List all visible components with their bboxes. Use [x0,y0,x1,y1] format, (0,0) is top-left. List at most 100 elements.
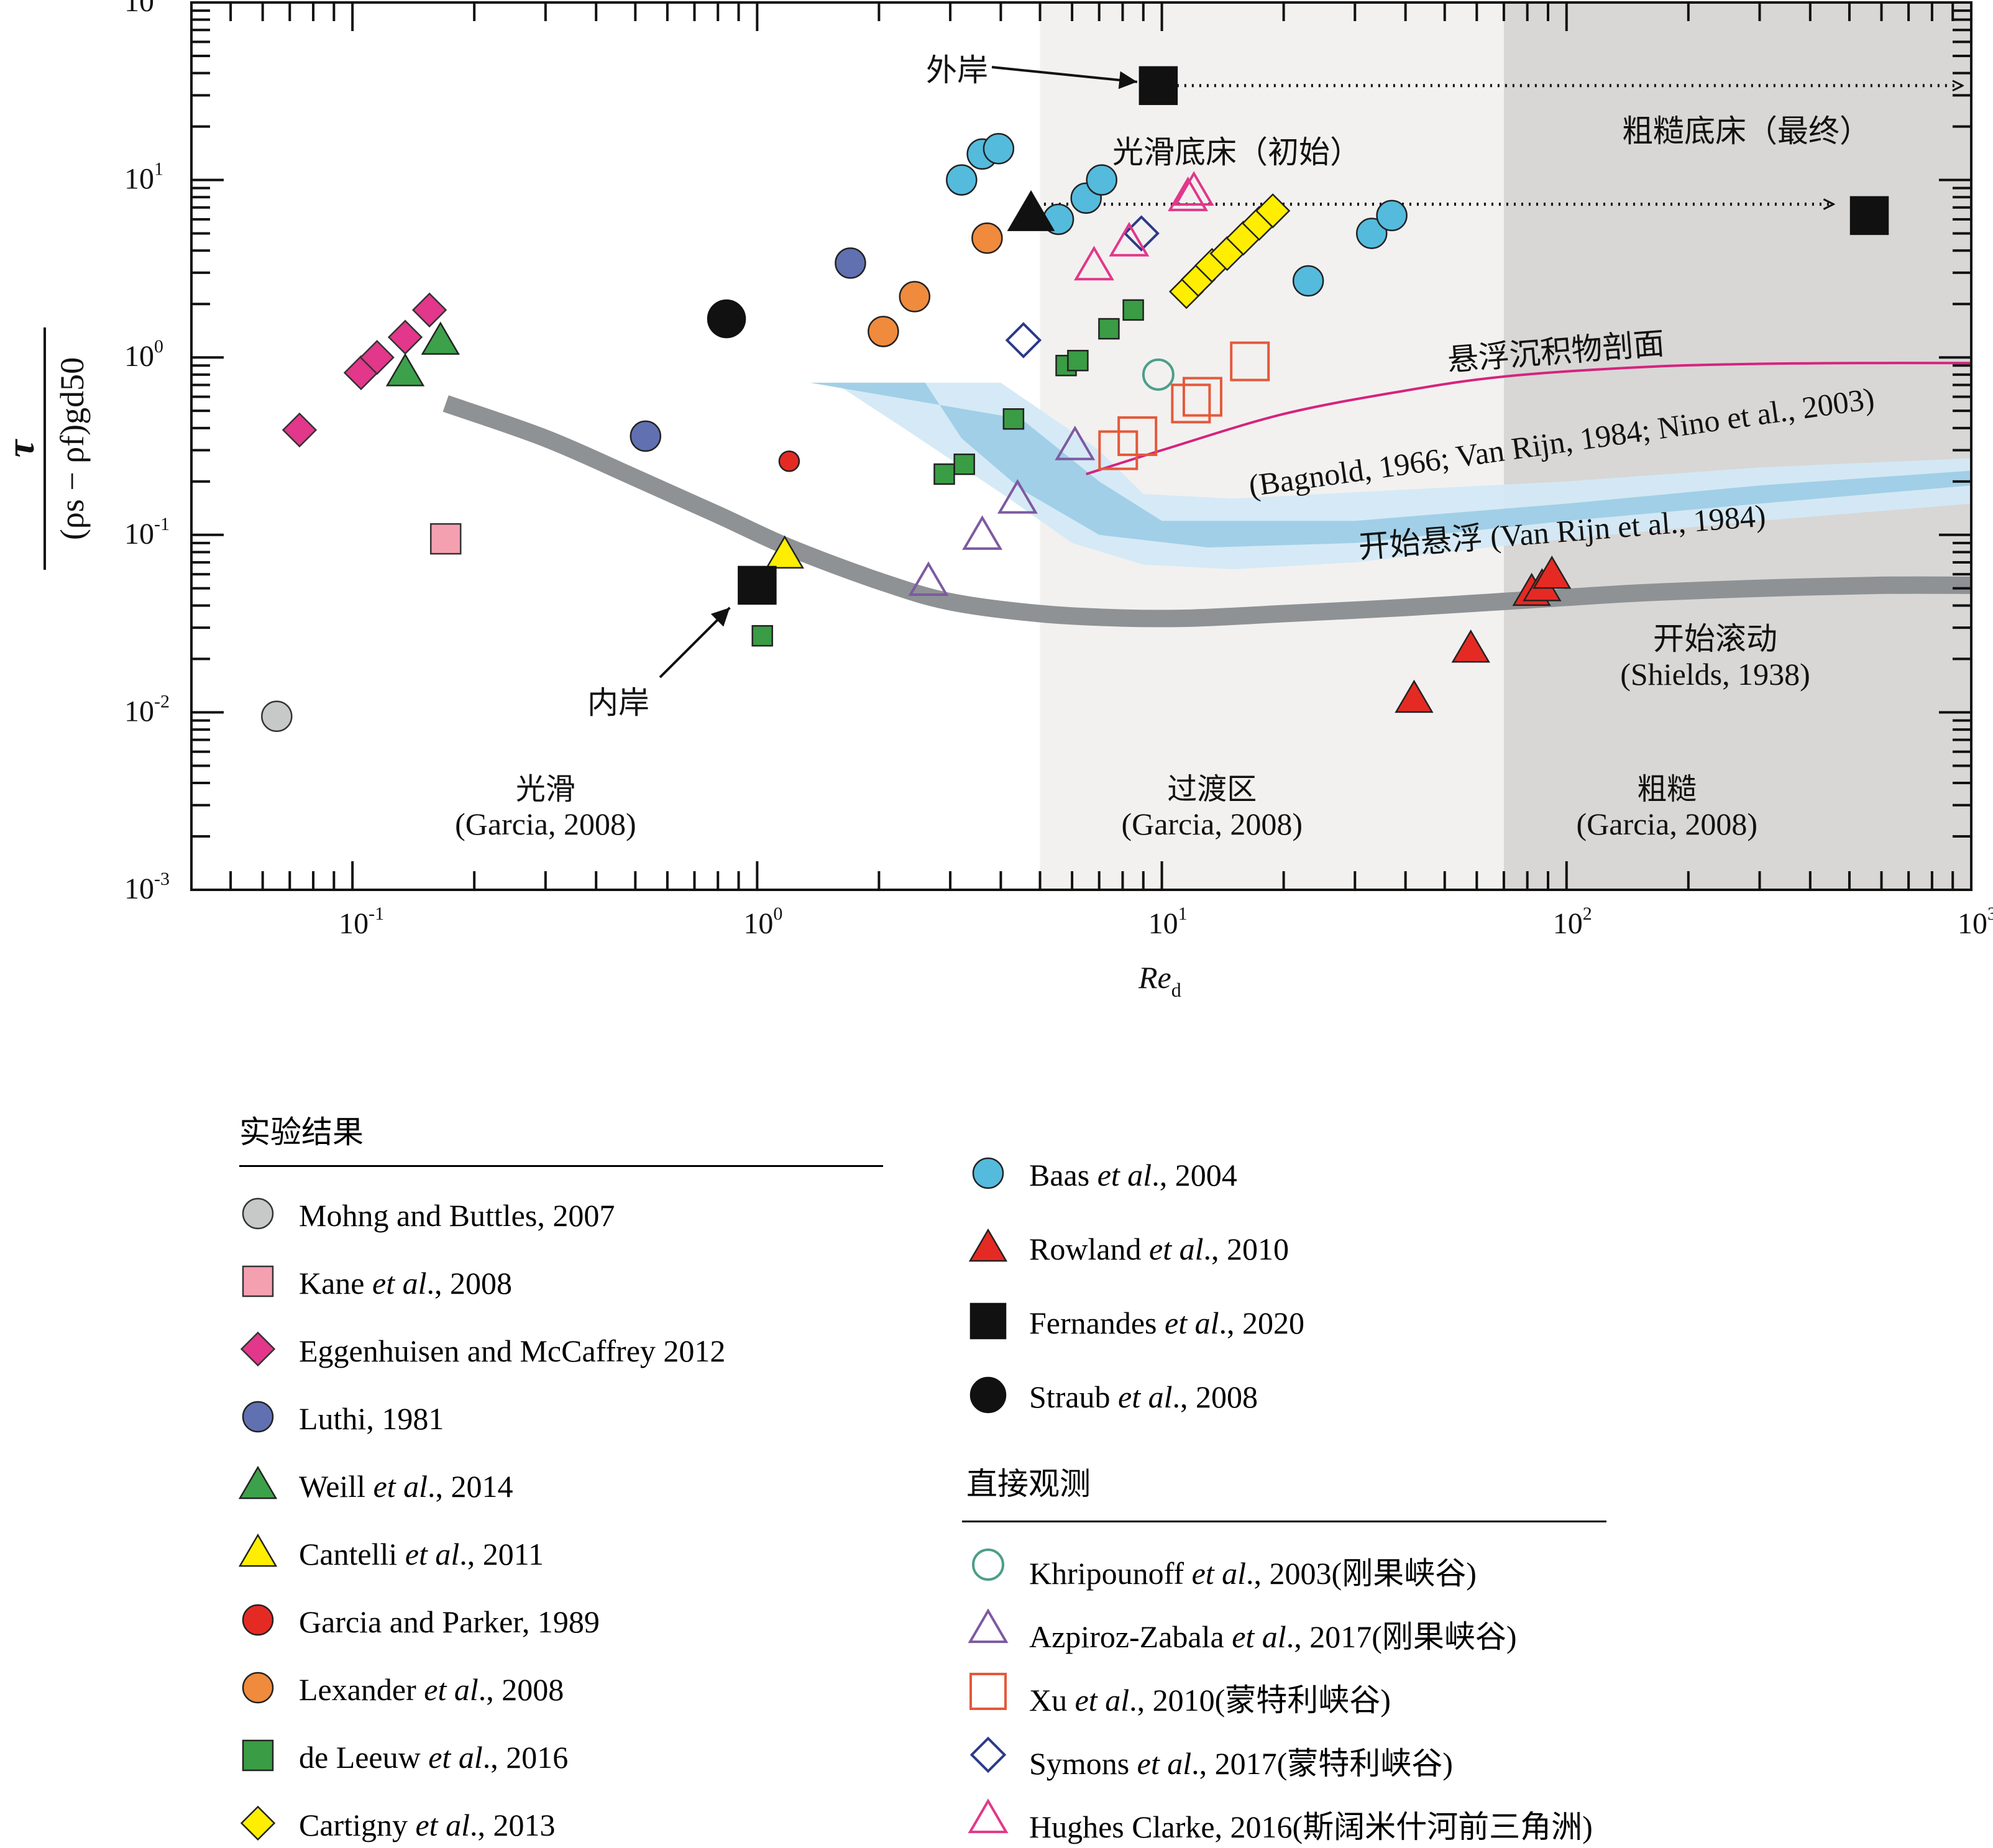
legend-label-text: Mohng and Buttles, 2007 [299,1198,615,1233]
inner-bank-arrow [659,606,731,679]
y-tick-label-6: 10-3 [124,869,170,905]
data-point [630,420,662,452]
data-point [946,164,978,196]
legend-marker [240,1331,276,1367]
series-5 [385,321,460,387]
legend-label-suffix: ., 2017(蒙特利峡谷) [1191,1746,1453,1781]
legend-item: Weill et al., 2014 [233,1460,979,1509]
series-11 [946,133,1408,297]
smooth-bed-label: 光滑底床（初始） [1112,134,1361,170]
legend-title-experimental: 实验结果 [239,1114,364,1150]
legend-marker-shape [972,1157,1004,1189]
legend-marker-shape [240,1805,276,1841]
data-point [835,247,866,279]
shields-curve [442,395,1971,628]
outer-bank-arrow [991,66,1138,89]
legend-label-suffix: ., 2013 [469,1808,556,1842]
plot-axes [190,1,1972,891]
legend-marker-shape [242,1265,274,1297]
legend-label-italic: et al [415,1808,470,1842]
legend-marker-shape [242,1604,274,1636]
legend-label-suffix: ., 2020 [1219,1306,1304,1340]
data-point [1002,408,1025,430]
legend-divider-observation [962,1521,1606,1522]
series-15 [1142,358,1175,391]
legend-label: Kane et al., 2008 [299,1265,512,1301]
legend-label-text: Weill [299,1469,373,1504]
legend-label: Fernandes et al., 2020 [1029,1305,1304,1341]
legend-item: Straub et al., 2008 [963,1370,1709,1420]
legend-label-suffix: ., 2008 [426,1266,512,1301]
legend-label-text: Eggenhuisen and McCaffrey 2012 [299,1333,726,1368]
data-point [1849,196,1889,236]
scatter-chart: 光滑(Garcia, 2008)过渡区(Garcia, 2008)粗糙(Garc… [0,0,1993,1001]
data-point [1098,318,1120,340]
y-tick-label-3: 100 [124,336,163,373]
legend-label: Khripounoff et al., 2003(刚果峡谷) [1029,1548,1477,1593]
data-point [778,451,800,472]
series-7 [778,451,800,472]
data-point [908,561,949,597]
legend-label: Weill et al., 2014 [299,1468,513,1504]
legend-label: Straub et al., 2008 [1029,1379,1258,1415]
series-19 [1074,171,1214,281]
legend-marker [242,1401,274,1433]
legend-marker-shape [242,1739,274,1772]
legend-label-text: Lexander [299,1672,424,1707]
data-point [707,299,746,339]
data-point [1005,322,1042,359]
data-point [971,222,1003,254]
legend-item: Garcia and Parker, 1989 [233,1595,979,1645]
legend-label-suffix: ., 2003(刚果峡谷) [1246,1556,1477,1591]
legend-label-text: Garcia and Parker, 1989 [299,1604,600,1639]
legend-marker [240,1805,276,1841]
legend-marker [969,1376,1007,1414]
legend-label: Eggenhuisen and McCaffrey 2012 [299,1333,725,1369]
series-14 [707,299,746,339]
region-label-2: 过渡区 [1167,772,1257,807]
region-cite-3: (Garcia, 2008) [1577,807,1758,841]
legend-marker [972,1548,1004,1581]
data-point [962,515,1003,550]
legend-marker-shape [969,1673,1007,1710]
series-1 [261,700,293,733]
legend-marker-shape [972,1548,1004,1581]
data-point [1355,217,1388,249]
legend-label: Hughes Clarke, 2016(斯阔米什河前三角洲) [1029,1802,1593,1847]
series-13 [738,66,1889,605]
legend-marker [242,1197,274,1230]
legend-item: Hughes Clarke, 2016(斯阔米什河前三角洲) [963,1793,1709,1844]
legend-marker-shape [969,1376,1007,1414]
legend-label-suffix: ., 2008 [478,1672,564,1707]
legend-marker [242,1672,274,1704]
data-point [1007,190,1055,231]
y-axis-label: τ (ρs − ρf)gd50 [0,327,91,570]
legend-marker [242,1604,274,1636]
legend-item: Eggenhuisen and McCaffrey 2012 [233,1324,979,1374]
legend-label-italic: et al [372,1266,427,1301]
data-point [997,478,1038,514]
legend-item: Symons et al., 2017(蒙特利峡谷) [963,1730,1709,1781]
series-8 [868,222,1003,347]
onset-rolling-cite: (Shields, 1938) [1620,657,1810,692]
legend-label-italic: et al [373,1469,428,1504]
y-tick-label-1: 102 [124,0,163,18]
legend-marker-shape [242,1401,274,1433]
legend-marker [968,1608,1009,1644]
legend-label-suffix: ., 2016 [482,1740,569,1775]
legend-label-italic: et al [424,1672,479,1707]
data-point [1171,383,1211,424]
legend-label-italic: et al [1118,1379,1173,1414]
data-point [899,281,931,313]
data-point [1533,556,1572,589]
legend-item: Kane et al., 2008 [233,1256,979,1306]
data-point [983,133,1015,165]
bed-regions: 光滑(Garcia, 2008)过渡区(Garcia, 2008)粗糙(Garc… [191,2,1971,890]
data-point [385,353,425,387]
y-tick-label-2: 101 [124,159,163,196]
legend-label: Xu et al., 2010(蒙特利峡谷) [1029,1675,1391,1720]
data-point [1292,265,1324,297]
legend-label-italic: et al [1232,1619,1286,1654]
data-point [1109,222,1150,257]
data-point [1139,66,1178,106]
